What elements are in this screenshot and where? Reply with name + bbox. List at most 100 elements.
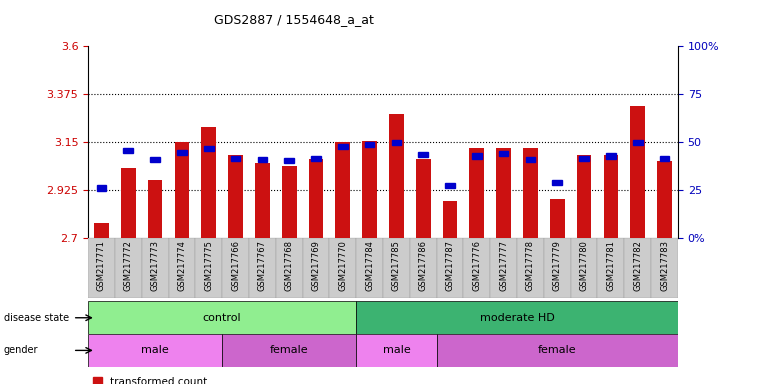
Bar [284,158,294,163]
Text: GSM217779: GSM217779 [553,240,561,291]
Text: GSM217781: GSM217781 [607,240,615,291]
Text: control: control [203,313,241,323]
Text: GSM217784: GSM217784 [365,240,374,291]
FancyBboxPatch shape [383,238,410,298]
Bar [657,161,672,238]
Bar [365,142,375,147]
FancyBboxPatch shape [303,238,329,298]
FancyBboxPatch shape [276,238,303,298]
FancyBboxPatch shape [329,238,356,298]
Text: GSM217772: GSM217772 [124,240,133,291]
FancyBboxPatch shape [597,238,624,298]
Bar [525,157,535,162]
FancyBboxPatch shape [437,238,463,298]
FancyBboxPatch shape [356,334,437,367]
FancyBboxPatch shape [88,238,115,298]
Text: GSM217783: GSM217783 [660,240,669,291]
Bar [255,164,270,238]
Text: moderate HD: moderate HD [480,313,555,323]
FancyBboxPatch shape [249,238,276,298]
Bar [97,185,106,190]
Bar [472,153,482,159]
Bar [175,142,189,238]
Bar [550,199,565,238]
Bar [443,201,457,238]
Bar [362,141,377,238]
Bar [389,114,404,238]
Bar [201,127,216,238]
Text: GSM217766: GSM217766 [231,240,240,291]
Bar [630,106,645,238]
FancyBboxPatch shape [410,238,437,298]
Bar [231,156,241,161]
Bar [552,180,562,185]
Text: GSM217768: GSM217768 [285,240,293,291]
Bar [523,149,538,238]
Bar [121,168,136,238]
FancyBboxPatch shape [88,301,356,334]
Text: GSM217773: GSM217773 [151,240,159,291]
Bar [496,149,511,238]
Text: GSM217785: GSM217785 [392,240,401,291]
Text: GSM217771: GSM217771 [97,240,106,291]
Bar [660,156,669,161]
Text: GSM217770: GSM217770 [339,240,347,291]
Text: male: male [141,345,169,356]
Text: gender: gender [4,345,38,356]
Bar [445,183,455,189]
FancyBboxPatch shape [651,238,678,298]
Bar [604,155,618,238]
Text: male: male [382,345,411,356]
Legend: transformed count, percentile rank within the sample: transformed count, percentile rank withi… [93,377,286,384]
Text: GSM217769: GSM217769 [312,240,320,291]
FancyBboxPatch shape [195,238,222,298]
FancyBboxPatch shape [169,238,195,298]
Bar [336,142,350,238]
Bar [257,157,267,162]
Bar [123,148,133,153]
FancyBboxPatch shape [356,238,383,298]
Text: disease state: disease state [4,313,69,323]
Bar [148,180,162,238]
Text: GSM217775: GSM217775 [205,240,213,291]
Bar [150,157,160,162]
Bar [282,166,296,238]
Text: GSM217774: GSM217774 [178,240,186,291]
Bar [309,159,323,238]
FancyBboxPatch shape [142,238,169,298]
Bar [204,146,214,151]
Bar [338,144,348,149]
Text: GSM217786: GSM217786 [419,240,427,291]
Bar [577,155,591,238]
Text: GSM217782: GSM217782 [633,240,642,291]
Text: GSM217778: GSM217778 [526,240,535,291]
Bar [177,150,187,155]
FancyBboxPatch shape [222,334,356,367]
Bar [391,139,401,145]
FancyBboxPatch shape [571,238,597,298]
Text: GSM217776: GSM217776 [473,240,481,291]
Bar [579,156,589,161]
FancyBboxPatch shape [115,238,142,298]
Bar [311,156,321,161]
Bar [416,159,430,238]
Text: GSM217787: GSM217787 [446,240,454,291]
Text: GSM217767: GSM217767 [258,240,267,291]
FancyBboxPatch shape [356,301,678,334]
Text: GSM217777: GSM217777 [499,240,508,291]
Bar [94,223,109,238]
Bar [418,152,428,157]
Bar [499,151,509,156]
FancyBboxPatch shape [222,238,249,298]
FancyBboxPatch shape [88,334,222,367]
Text: GDS2887 / 1554648_a_at: GDS2887 / 1554648_a_at [214,13,375,26]
FancyBboxPatch shape [624,238,651,298]
Text: female: female [270,345,309,356]
FancyBboxPatch shape [517,238,544,298]
FancyBboxPatch shape [490,238,517,298]
Bar [633,139,643,145]
Bar [470,149,484,238]
FancyBboxPatch shape [544,238,571,298]
Text: female: female [538,345,577,356]
Text: GSM217780: GSM217780 [580,240,588,291]
